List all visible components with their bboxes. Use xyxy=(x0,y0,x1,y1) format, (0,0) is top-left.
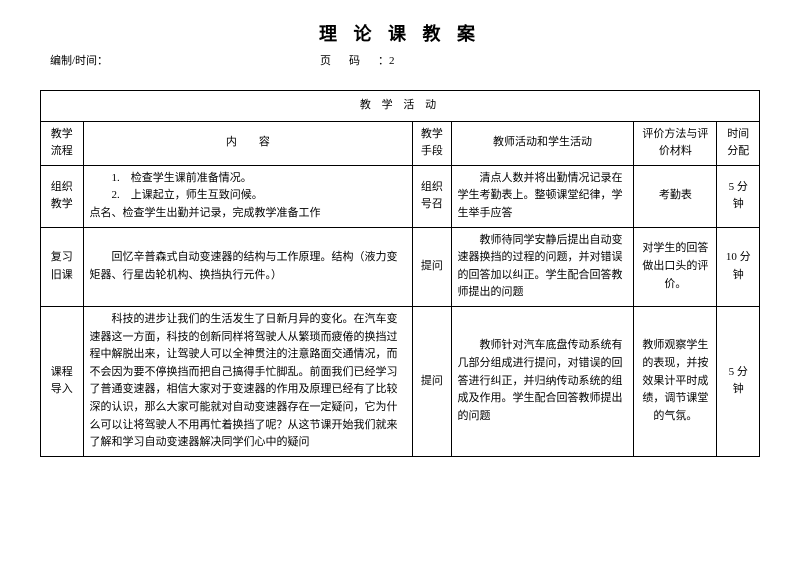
eval-cell: 教师观察学生的表现，并按效果计平时成绩，调节课堂的气氛。 xyxy=(634,306,717,456)
meta-page-label-2: 码 xyxy=(349,55,378,67)
flow-cell: 组织教学 xyxy=(41,165,84,227)
content-line: 2. 上课起立，师生互致问候。 xyxy=(90,187,407,205)
header-flow: 教学流程 xyxy=(41,121,84,165)
meta-center: 页码：2 xyxy=(320,52,395,68)
header-eval: 评价方法与评价材料 xyxy=(634,121,717,165)
header-activity: 教师活动和学生活动 xyxy=(451,121,634,165)
meta-page-num: 2 xyxy=(389,55,395,67)
page-title: 理 论 课 教 案 xyxy=(40,20,760,46)
flow-cell: 课程导入 xyxy=(41,306,84,456)
time-cell: 10 分钟 xyxy=(717,227,760,306)
section-header-cell: 教 学 活 动 xyxy=(41,91,760,122)
header-time: 时间分配 xyxy=(717,121,760,165)
content-cell: 回忆辛普森式自动变速器的结构与工作原理。结构（液力变矩器、行星齿轮机构、换挡执行… xyxy=(83,227,413,306)
table-row: 复习旧课 回忆辛普森式自动变速器的结构与工作原理。结构（液力变矩器、行星齿轮机构… xyxy=(41,227,760,306)
content-cell: 科技的进步让我们的生活发生了日新月异的变化。在汽车变速器这一方面，科技的创新同样… xyxy=(83,306,413,456)
method-cell: 提问 xyxy=(413,306,451,456)
meta-page-label-1: 页 xyxy=(320,55,349,67)
content-line: 点名、检查学生出勤并记录，完成教学准备工作 xyxy=(90,205,407,223)
eval-cell: 考勤表 xyxy=(634,165,717,227)
lesson-table: 教 学 活 动 教学流程 内 容 教学手段 教师活动和学生活动 评价方法与评价材… xyxy=(40,90,760,457)
meta-left-label: 编制/时间： xyxy=(50,52,108,68)
activity-cell: 清点人数并将出勤情况记录在学生考勤表上。整顿课堂纪律，学生举手应答 xyxy=(451,165,634,227)
header-method: 教学手段 xyxy=(413,121,451,165)
table-row: 课程导入 科技的进步让我们的生活发生了日新月异的变化。在汽车变速器这一方面，科技… xyxy=(41,306,760,456)
meta-colon: ： xyxy=(378,55,389,67)
activity-cell: 教师针对汽车底盘传动系统有几部分组成进行提问，对错误的回答进行纠正，并归纳传动系… xyxy=(451,306,634,456)
time-cell: 5 分钟 xyxy=(717,165,760,227)
content-cell: 1. 检查学生课前准备情况。 2. 上课起立，师生互致问候。 点名、检查学生出勤… xyxy=(83,165,413,227)
table-row: 组织教学 1. 检查学生课前准备情况。 2. 上课起立，师生互致问候。 点名、检… xyxy=(41,165,760,227)
method-cell: 组织号召 xyxy=(413,165,451,227)
eval-cell: 对学生的回答做出口头的评价。 xyxy=(634,227,717,306)
activity-cell: 教师待同学安静后提出自动变速器换挡的过程的问题，并对错误的回答加以纠正。学生配合… xyxy=(451,227,634,306)
content-line: 1. 检查学生课前准备情况。 xyxy=(90,170,407,188)
meta-row: 编制/时间： 页码：2 xyxy=(40,52,760,70)
flow-cell: 复习旧课 xyxy=(41,227,84,306)
section-header-row: 教 学 活 动 xyxy=(41,91,760,122)
column-header-row: 教学流程 内 容 教学手段 教师活动和学生活动 评价方法与评价材料 时间分配 xyxy=(41,121,760,165)
method-cell: 提问 xyxy=(413,227,451,306)
time-cell: 5 分钟 xyxy=(717,306,760,456)
header-content: 内 容 xyxy=(83,121,413,165)
